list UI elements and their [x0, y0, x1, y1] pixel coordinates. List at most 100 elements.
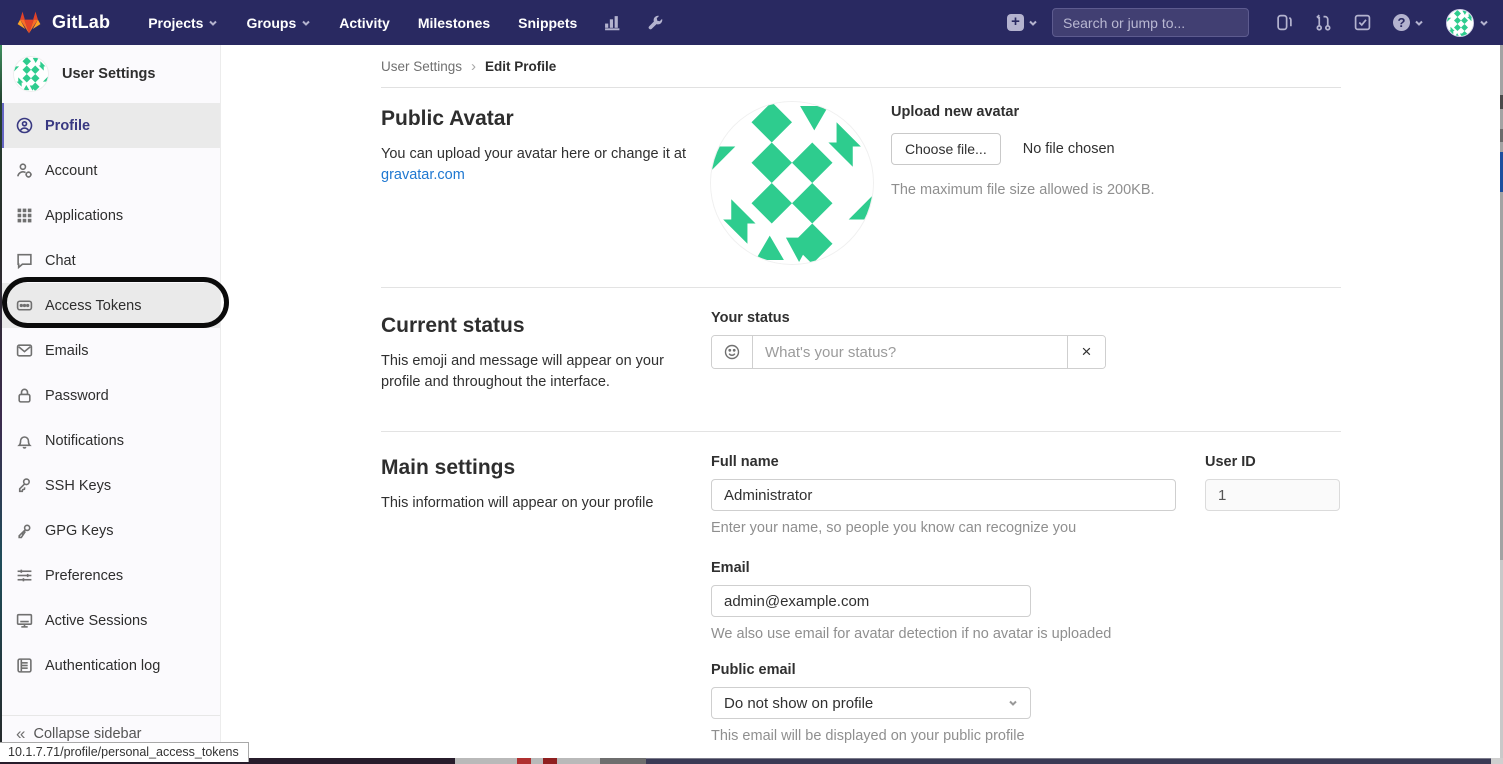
full-name-label: Full name — [711, 454, 779, 470]
main-content: User Settings › Edit Profile Public Avat… — [222, 45, 1500, 758]
section-title: Current status — [381, 314, 525, 337]
global-search[interactable] — [1052, 8, 1249, 37]
bell-icon — [17, 436, 32, 449]
chevron-down-icon — [1029, 20, 1037, 26]
breadcrumb-edit-profile: Edit Profile — [485, 58, 557, 74]
todo-check-icon — [1354, 14, 1371, 31]
your-status-label: Your status — [711, 310, 790, 326]
sidebar-item-profile[interactable]: Profile — [0, 103, 220, 148]
key-icon — [18, 524, 31, 539]
section-title: Main settings — [381, 456, 516, 479]
help-icon: ? — [1393, 14, 1410, 31]
breadcrumb-separator: › — [471, 57, 477, 75]
full-name-help: Enter your name, so people you know can … — [711, 520, 1077, 536]
monitor-icon — [16, 613, 33, 628]
email-label: Email — [711, 560, 750, 576]
upload-new-avatar-label: Upload new avatar — [891, 104, 1020, 120]
sidebar-item-account[interactable]: Account — [0, 148, 220, 193]
email-help: We also use email for avatar detection i… — [711, 626, 1112, 642]
avatar — [1446, 8, 1474, 37]
left-window-sliver — [0, 45, 2, 764]
sidebar-item-chat[interactable]: Chat — [0, 238, 220, 283]
collapse-icon: « — [16, 724, 26, 743]
nav-groups[interactable]: Groups — [234, 0, 323, 45]
sidebar-item-applications[interactable]: Applications — [0, 193, 220, 238]
lock-icon — [18, 388, 31, 403]
avatar — [14, 57, 48, 91]
sidebar-header: User Settings — [0, 45, 220, 103]
public-avatar-section: Public Avatar You can upload your avatar… — [381, 88, 1341, 288]
search-input[interactable] — [1063, 14, 1244, 31]
sliders-icon — [17, 569, 32, 582]
main-settings-section: Main settings This information will appe… — [381, 432, 1341, 758]
sidebar-item-password[interactable]: Password — [0, 373, 220, 418]
new-menu-button[interactable]: + — [1007, 14, 1038, 31]
public-email-label: Public email — [711, 662, 796, 678]
nav-milestones[interactable]: Milestones — [417, 14, 491, 31]
gitlab-logo[interactable]: GitLab — [16, 10, 110, 35]
chat-bubble-icon — [17, 253, 32, 269]
sidebar-item-preferences[interactable]: Preferences — [0, 553, 220, 598]
applications-grid-icon — [17, 208, 32, 223]
sidebar-item-gpg-keys[interactable]: GPG Keys — [0, 508, 220, 553]
merge-request-icon — [1316, 14, 1331, 31]
section-description: This emoji and message will appear on yo… — [381, 353, 664, 391]
brand-name: GitLab — [52, 12, 111, 32]
admin-area-button[interactable] — [636, 0, 675, 45]
profile-icon — [16, 117, 33, 134]
link-status-tooltip: 10.1.7.71/profile/personal_access_tokens — [0, 742, 249, 762]
plus-icon: + — [1007, 14, 1024, 31]
smiley-icon — [724, 344, 740, 360]
help-menu-button[interactable]: ? — [1382, 0, 1435, 45]
section-description: You can upload your avatar here or chang… — [381, 146, 686, 184]
key-icon — [18, 478, 30, 493]
chevron-down-icon — [1415, 20, 1423, 26]
no-file-chosen-text: No file chosen — [1022, 141, 1115, 157]
chart-icon — [605, 16, 620, 31]
chevron-down-icon — [1009, 700, 1017, 706]
status-input-group: × — [711, 335, 1106, 369]
sidebar-item-emails[interactable]: Emails — [0, 328, 220, 373]
avatar — [711, 102, 873, 264]
tanuki-icon — [17, 11, 41, 34]
right-window-sliver — [1500, 45, 1503, 758]
top-navbar: GitLab Projects Groups Activity Mileston… — [0, 0, 1503, 45]
chevron-down-icon — [302, 20, 310, 26]
charts-button[interactable] — [593, 0, 632, 45]
clear-status-button[interactable]: × — [1067, 336, 1105, 368]
token-card-icon — [16, 300, 33, 311]
public-email-help: This email will be displayed on your pub… — [711, 728, 1025, 744]
current-status-section: Current status This emoji and message wi… — [381, 288, 1341, 432]
sidebar-item-notifications[interactable]: Notifications — [0, 418, 220, 463]
log-list-icon — [17, 658, 32, 673]
issues-icon — [1277, 14, 1292, 31]
gravatar-link[interactable]: gravatar.com — [381, 167, 465, 184]
todos-button[interactable] — [1343, 0, 1382, 45]
public-email-select[interactable]: Do not show on profile — [711, 687, 1031, 719]
user-id-input — [1205, 479, 1340, 511]
chevron-down-icon — [209, 20, 218, 26]
breadcrumb-user-settings[interactable]: User Settings — [381, 58, 463, 74]
user-menu-button[interactable] — [1435, 0, 1489, 45]
nav-snippets[interactable]: Snippets — [518, 14, 578, 31]
chevron-down-icon — [1480, 20, 1488, 26]
nav-activity[interactable]: Activity — [339, 14, 390, 31]
nav-projects[interactable]: Projects — [136, 0, 230, 45]
sidebar-title: User Settings — [62, 66, 156, 82]
issues-button[interactable] — [1265, 0, 1304, 45]
max-file-size-note: The maximum file size allowed is 200KB. — [891, 182, 1155, 198]
choose-file-button[interactable]: Choose file... — [891, 133, 1001, 165]
settings-sidebar: User Settings Profile Account Applicatio… — [0, 45, 229, 758]
sidebar-item-active-sessions[interactable]: Active Sessions — [0, 598, 220, 643]
merge-requests-button[interactable] — [1304, 0, 1343, 45]
email-input[interactable] — [711, 585, 1031, 617]
section-title: Public Avatar — [381, 107, 514, 130]
full-name-input[interactable] — [711, 479, 1176, 511]
envelope-icon — [16, 344, 33, 357]
sidebar-item-authentication-log[interactable]: Authentication log — [0, 643, 220, 688]
sidebar-item-access-tokens[interactable]: Access Tokens — [0, 283, 220, 328]
emoji-picker-button[interactable] — [712, 336, 753, 368]
sidebar-item-ssh-keys[interactable]: SSH Keys — [0, 463, 220, 508]
status-message-input[interactable] — [753, 336, 1067, 368]
account-icon — [17, 163, 32, 178]
